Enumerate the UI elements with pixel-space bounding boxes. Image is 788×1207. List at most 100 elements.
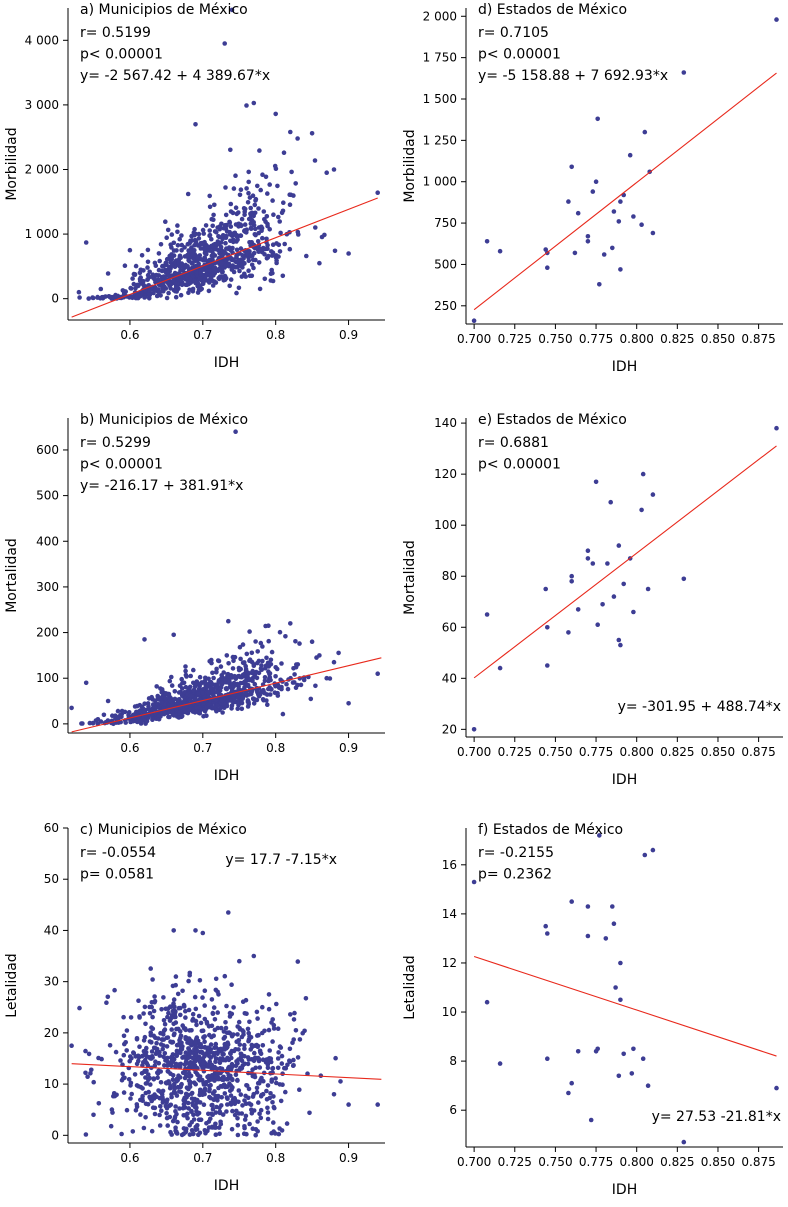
data-point (147, 1004, 152, 1010)
data-point (127, 247, 133, 253)
data-point (610, 904, 615, 909)
data-point (134, 1061, 140, 1067)
data-point (171, 632, 176, 638)
data-point (166, 290, 171, 296)
data-point (222, 1091, 228, 1096)
data-point (268, 677, 273, 683)
data-point (484, 612, 490, 617)
data-point (181, 699, 187, 704)
data-point (287, 246, 293, 252)
x-tick-label: 0.775 (579, 745, 613, 759)
data-point (206, 682, 211, 688)
data-point (219, 274, 225, 280)
data-point (618, 642, 623, 648)
data-point (188, 673, 193, 679)
data-point (618, 199, 623, 204)
x-tick-label: 0.825 (660, 745, 694, 759)
data-point (266, 686, 271, 692)
data-point (171, 928, 176, 933)
data-point (150, 1014, 155, 1020)
x-tick-label: 0.825 (660, 332, 694, 346)
data-point (178, 1083, 184, 1088)
data-point (216, 679, 221, 685)
data-point (193, 928, 198, 933)
data-point (151, 1045, 157, 1051)
data-point (293, 181, 299, 186)
data-point (304, 253, 309, 259)
y-tick-label: 16 (442, 858, 457, 872)
data-point (238, 1092, 244, 1097)
data-point (215, 1093, 221, 1099)
data-point (235, 706, 240, 711)
data-point (235, 265, 240, 270)
y-tick-label: 12 (442, 956, 457, 970)
data-point (148, 1030, 153, 1035)
data-point (261, 209, 267, 214)
x-tick-label: 0.775 (579, 1155, 613, 1169)
data-point (257, 286, 263, 292)
data-point (179, 248, 184, 253)
data-point (214, 689, 219, 695)
data-point (164, 256, 170, 262)
y-tick-label: 14 (442, 907, 457, 921)
data-point (232, 697, 237, 702)
data-point (217, 267, 222, 272)
data-point (172, 689, 178, 694)
data-point (618, 960, 623, 966)
data-point (246, 1095, 251, 1101)
data-point (216, 1085, 221, 1091)
data-point (210, 283, 216, 288)
data-point (228, 224, 234, 229)
data-point (134, 1037, 140, 1042)
data-point (166, 714, 171, 720)
data-point (245, 1026, 251, 1032)
data-point (240, 999, 246, 1004)
data-point (242, 261, 247, 266)
data-point (178, 1033, 184, 1039)
data-point (258, 666, 264, 671)
data-point (240, 642, 246, 647)
data-point (213, 697, 219, 703)
data-point (188, 1038, 194, 1043)
data-point (143, 1115, 148, 1120)
data-point (273, 1076, 278, 1081)
data-point (163, 1080, 169, 1086)
data-point (213, 1041, 219, 1047)
stat-text: p< 0.00001 (478, 47, 561, 63)
data-point (243, 663, 248, 669)
data-point (273, 674, 278, 679)
data-point (238, 1051, 244, 1057)
data-point (146, 1077, 151, 1082)
data-point (284, 1121, 290, 1126)
data-point (200, 995, 205, 1000)
data-point (177, 1106, 182, 1111)
data-point (159, 689, 164, 695)
data-point (277, 219, 283, 224)
data-point (238, 656, 243, 662)
data-point (242, 1046, 247, 1052)
data-point (270, 1066, 275, 1071)
data-point (228, 147, 233, 153)
data-point (260, 235, 265, 241)
data-point (259, 1075, 264, 1081)
y-tick-label: 10 (442, 1005, 457, 1019)
data-point (130, 276, 135, 281)
data-point (243, 1113, 249, 1119)
data-point (289, 169, 294, 175)
data-point (235, 1032, 240, 1037)
y-tick-label: 80 (442, 569, 457, 583)
data-point (202, 709, 208, 714)
data-point (119, 708, 125, 714)
data-point (198, 681, 203, 687)
data-point (254, 1085, 260, 1091)
data-point (681, 70, 687, 75)
data-point (297, 641, 302, 646)
data-point (198, 1117, 204, 1122)
data-point (185, 241, 191, 247)
data-point (196, 691, 201, 696)
data-point (124, 1107, 130, 1113)
data-point (191, 1112, 196, 1118)
data-point (152, 260, 158, 266)
data-point (141, 268, 146, 273)
data-point (231, 1005, 236, 1010)
